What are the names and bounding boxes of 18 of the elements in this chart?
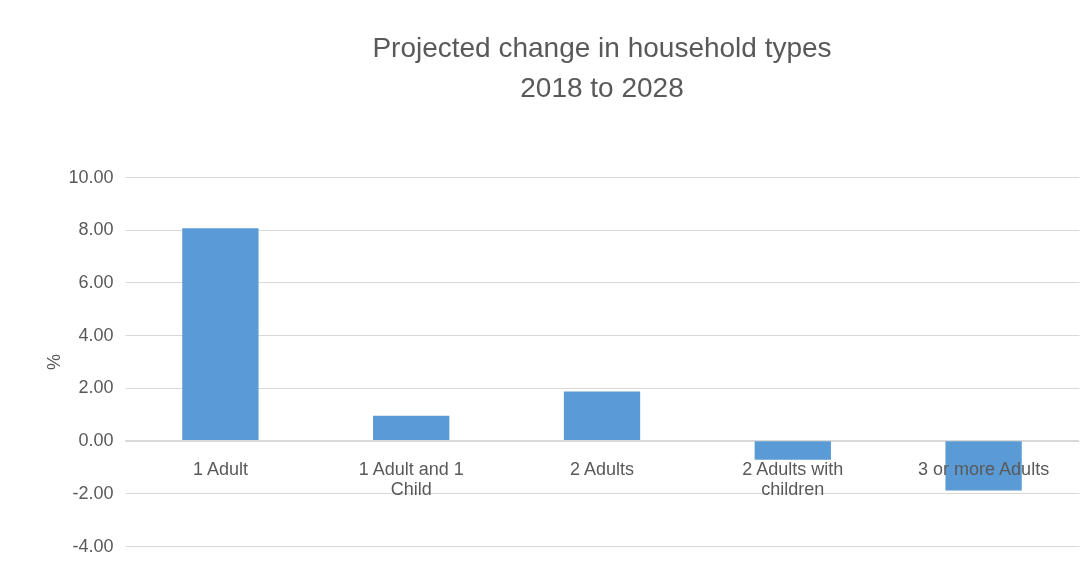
y-tick-label: -4.00: [72, 535, 114, 556]
y-tick-label: 4.00: [78, 324, 114, 345]
chart-title: Projected change in household types 2018 to 2028: [372, 32, 832, 103]
bar: [373, 415, 450, 441]
x-tick-label: 1 Adult: [192, 458, 248, 479]
x-tick-label: 2 Adults with children: [742, 458, 844, 499]
x-tick-label: 2 Adults: [569, 458, 635, 479]
x-tick-label: 1 Adult and 1 Child: [358, 458, 464, 499]
bar: [563, 391, 641, 441]
y-tick-label: 6.00: [78, 271, 114, 292]
y-tick-label: 8.00: [78, 219, 114, 240]
bar: [754, 440, 831, 460]
bar: [182, 228, 259, 441]
y-tick-label: -2.00: [72, 482, 114, 503]
y-tick-label: 10.00: [68, 166, 114, 187]
y-tick-label: 2.00: [78, 377, 114, 398]
y-axis-title: %: [44, 353, 65, 371]
y-tick-label: 0.00: [78, 430, 114, 451]
